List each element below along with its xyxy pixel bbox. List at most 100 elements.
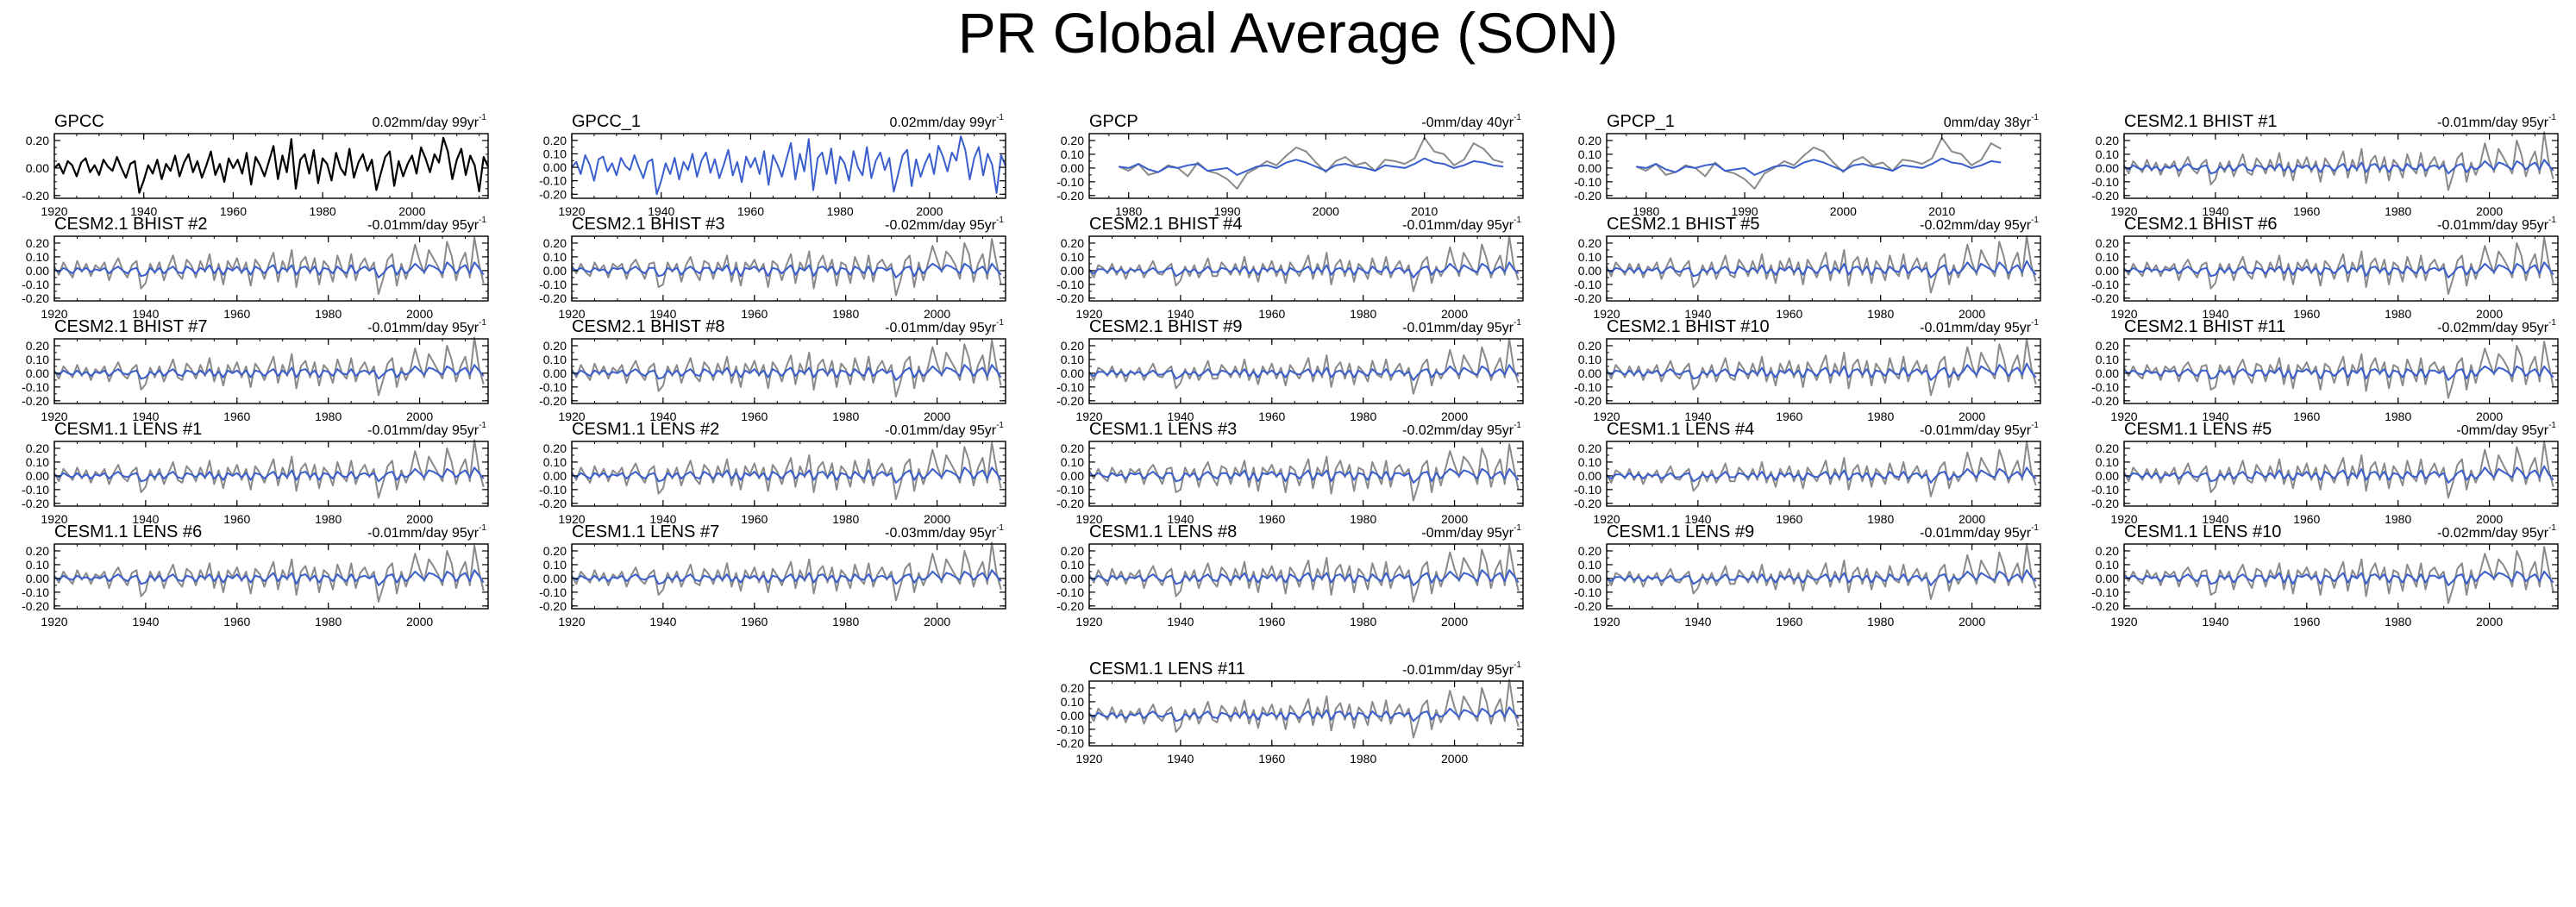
y-tick-label: 0.10	[1061, 455, 1084, 469]
y-tick-label: 0.20	[2096, 339, 2119, 353]
observed-series-line	[2123, 441, 2554, 499]
y-tick-label: 0.00	[2096, 572, 2119, 585]
x-tick-label: 1960	[1258, 410, 1285, 423]
y-tick-label: -0.10	[22, 585, 49, 599]
plot-frame	[1088, 441, 1524, 507]
y-tick-label: 0.20	[26, 441, 49, 455]
trend-superscript: -1	[2031, 421, 2039, 430]
x-tick-label: 1990	[1731, 204, 1758, 218]
x-tick-label: 1980	[2385, 615, 2411, 629]
y-tick-label: -0.20	[2091, 497, 2119, 510]
x-tick-label: 1980	[1350, 615, 1376, 629]
plot-frame	[1606, 441, 2041, 507]
y-tick-label: 0.00	[26, 469, 49, 483]
panel-title: CESM2.1 BHIST #8	[572, 317, 724, 336]
x-tick-label: 1920	[2110, 307, 2137, 321]
x-tick-label: 1960	[741, 410, 768, 423]
x-tick-label: 1980	[2385, 410, 2411, 423]
panel-title: GPCP_1	[1607, 112, 1675, 131]
trend-series-line	[571, 262, 1002, 278]
y-tick-label: 0.10	[1061, 353, 1084, 366]
x-tick-label: 1920	[41, 410, 67, 423]
x-tick-label: 1980	[832, 307, 859, 321]
y-tick-label: -0.10	[2091, 175, 2119, 189]
trend-label: -0.01mm/day 95yr-1	[367, 421, 486, 438]
panel-title: CESM2.1 BHIST #9	[1089, 317, 1242, 336]
trend-superscript: -1	[2031, 113, 2039, 122]
panel: CESM1.1 LENS #1 -0.01mm/day 95yr-1 0.200.1…	[22, 420, 489, 526]
observed-series-line	[1606, 543, 2037, 600]
y-tick-label: -0.10	[2091, 483, 2119, 497]
plot-frame	[1606, 235, 2041, 302]
panel-title: GPCC	[54, 112, 104, 131]
x-tick-label: 1960	[223, 307, 250, 321]
y-tick-label: 0.20	[1061, 339, 1084, 353]
trend-label: -0.01mm/day 95yr-1	[367, 216, 486, 233]
y-tick-label: -0.20	[1574, 291, 1601, 305]
trend-series-line	[1088, 261, 1520, 278]
trend-series-line	[53, 466, 485, 483]
y-tick-label: -0.20	[1056, 736, 1084, 750]
plot-frame	[2123, 543, 2559, 610]
observed-series-line	[53, 544, 485, 603]
y-tick-label: 0.20	[26, 339, 49, 353]
y-tick-label: 0.00	[1578, 264, 1601, 278]
x-tick-label: 1960	[737, 204, 764, 218]
x-tick-label: 1920	[2110, 512, 2137, 526]
plot-frame	[571, 133, 1006, 199]
x-tick-label: 1960	[1776, 307, 1802, 321]
x-tick-label: 2000	[924, 615, 950, 629]
trend-label: -0.02mm/day 95yr-1	[2437, 523, 2556, 541]
x-tick-label: 1940	[2202, 512, 2228, 526]
y-tick-label: 0.20	[543, 236, 567, 250]
x-tick-label: 1980	[1350, 752, 1376, 766]
y-tick-label: 0.00	[2096, 161, 2119, 175]
trend-superscript: -1	[1514, 421, 1521, 430]
plot-frame	[571, 543, 1006, 610]
x-tick-label: 2000	[1959, 410, 1985, 423]
x-tick-label: 1990	[1213, 204, 1240, 218]
plot-frame	[1088, 133, 1524, 199]
x-tick-label: 1960	[741, 307, 768, 321]
y-tick-label: 0.10	[543, 558, 567, 572]
trend-superscript: -1	[1514, 113, 1521, 122]
y-tick-label: 0.00	[1061, 469, 1084, 483]
observed-series-line	[1088, 338, 1520, 395]
trend-label: -0.02mm/day 95yr-1	[2437, 318, 2556, 335]
y-tick-label: -0.20	[539, 291, 567, 305]
y-tick-label: -0.10	[22, 483, 49, 497]
panel-title: CESM1.1 LENS #7	[572, 522, 719, 541]
panel-title: CESM1.1 LENS #4	[1607, 420, 1754, 439]
trend-label: -0.01mm/day 95yr-1	[1402, 660, 1521, 678]
x-tick-label: 1960	[2293, 512, 2320, 526]
y-tick-label: 0.20	[26, 134, 49, 147]
trend-series-line	[1606, 362, 2037, 381]
x-tick-label: 1940	[1684, 307, 1711, 321]
panel-title: CESM1.1 LENS #2	[572, 420, 719, 439]
x-tick-label: 1920	[558, 615, 585, 629]
y-tick-label: -0.10	[1574, 585, 1601, 599]
x-tick-label: 1940	[1167, 512, 1194, 526]
trend-superscript: -1	[2548, 318, 2556, 328]
trend-series-line	[1606, 466, 2037, 484]
x-tick-label: 1940	[2202, 410, 2228, 423]
plot-frame	[53, 338, 489, 404]
x-tick-label: 2000	[1959, 512, 1985, 526]
panel-title: CESM2.1 BHIST #1	[2124, 112, 2277, 131]
y-tick-label: -0.10	[539, 174, 567, 188]
y-tick-label: 0.20	[1061, 236, 1084, 250]
observed-series-line	[53, 136, 489, 194]
panel-title: CESM2.1 BHIST #11	[2124, 317, 2285, 336]
panel: CESM2.1 BHIST #8 -0.01mm/day 95yr-10.200.…	[539, 317, 1006, 423]
y-tick-label: -0.10	[539, 483, 567, 497]
panel-title: CESM1.1 LENS #6	[54, 522, 202, 541]
x-tick-label: 2000	[2476, 410, 2503, 423]
y-tick-label: 0.00	[1061, 709, 1084, 722]
trend-label: -0.03mm/day 95yr-1	[885, 523, 1004, 541]
y-tick-label: 0.20	[543, 134, 567, 147]
y-tick-label: 0.20	[1578, 134, 1601, 147]
plot-frame	[2123, 133, 2559, 199]
panel: CESM2.1 BHIST #3 -0.02mm/day 95yr-10.200.…	[539, 215, 1006, 321]
x-tick-label: 1920	[1593, 512, 1620, 526]
x-tick-label: 1920	[1075, 307, 1102, 321]
